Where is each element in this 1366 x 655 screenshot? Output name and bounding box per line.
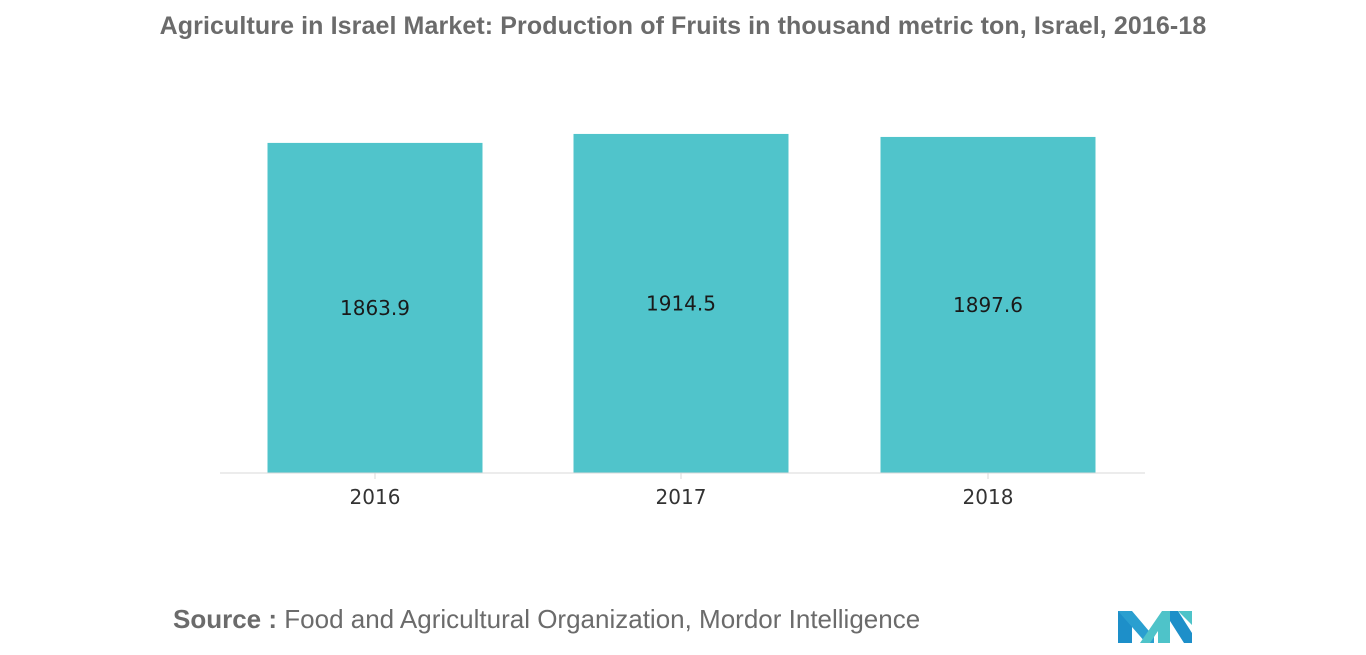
bar-chart: 1863.9 1914.5 1897.6 2016 2017 2018 <box>220 133 1145 509</box>
chart-title: Agriculture in Israel Market: Production… <box>159 12 1207 40</box>
mordor-intelligence-logo-icon <box>1118 611 1192 643</box>
x-label-2018: 2018 <box>963 485 1014 509</box>
data-label-2017: 1914.5 <box>646 291 716 315</box>
bar-2018 <box>880 136 1096 473</box>
data-labels-group: 1863.9 1914.5 1897.6 <box>340 291 1023 319</box>
data-label-2018: 1897.6 <box>953 293 1023 317</box>
x-label-2016: 2016 <box>350 485 401 509</box>
bars-group <box>267 133 1096 473</box>
x-axis-labels: 2016 2017 2018 <box>350 485 1014 509</box>
bar-2016 <box>267 142 483 473</box>
source-text: Food and Agricultural Organization, Mord… <box>284 604 921 634</box>
bar-2017 <box>573 133 789 473</box>
source-note: Source : Food and Agricultural Organizat… <box>173 604 920 635</box>
x-axis-ticks <box>374 473 989 479</box>
source-label: Source : <box>173 604 278 634</box>
x-label-2017: 2017 <box>656 485 707 509</box>
data-label-2016: 1863.9 <box>340 296 410 320</box>
